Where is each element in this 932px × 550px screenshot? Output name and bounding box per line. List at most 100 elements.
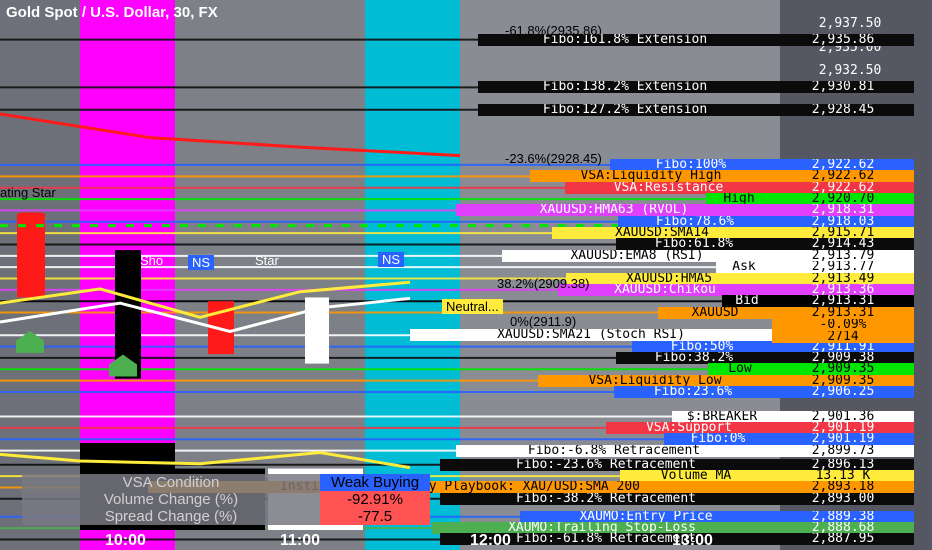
price-line-label-4: VSA:Liquidity High: [530, 170, 772, 183]
price-line-value-10: 2,914.43: [772, 238, 914, 251]
price-line-label-17: XAUUSD:SMA21 (Stoch RSI): [410, 329, 772, 342]
price-line-value-18: 2,911.91: [772, 340, 914, 353]
price-line-label-9: XAUUSD:SMA14: [552, 227, 772, 240]
price-line-label-28: Volume MA: [620, 470, 772, 483]
price-line-label-2: Fibo:127.2% Extension: [478, 103, 772, 116]
price-line-value-30: 2,893.00: [772, 492, 914, 505]
x-tick-label-3: 13:00: [672, 532, 713, 549]
price-line-value-8: 2,918.03: [772, 215, 914, 228]
price-line-label-27: Fibo:-23.6% Retracement: [440, 458, 772, 471]
price-line-label-12: Ask: [716, 261, 772, 274]
price-line-label-1: Fibo:138.2% Extension: [478, 81, 772, 94]
price-line-value-6: 2,920.70: [772, 193, 914, 206]
price-line-label-19: Fibo:38.2%: [616, 351, 772, 364]
price-line-value-12: 2,913.77: [772, 261, 914, 274]
annotation-text-7: Star: [255, 253, 279, 269]
white-ma-curve: [0, 296, 411, 334]
x-tick-label-2: 12:00: [470, 532, 511, 549]
price-line-value-15: 2,913.31: [772, 295, 914, 308]
price-line-label-0: Fibo:161.8% Extension: [478, 33, 772, 46]
price-line-value-11: 2,913.79: [772, 249, 914, 262]
price-line-value-4: 2,922.62: [772, 170, 914, 183]
price-line-value-22: 2,906.25: [772, 385, 914, 398]
price-line-label-7: XAUUSD:HMA63 (RVOL): [456, 204, 772, 217]
price-line-value-25: 2,901.19: [772, 433, 914, 446]
price-line-label-14: XAUUSD:Chikou: [558, 283, 772, 296]
price-line-value-14: 2,913.36: [772, 283, 914, 296]
annotation-text-5: Sho: [140, 253, 164, 269]
price-line-value-33: 2,887.95: [772, 533, 914, 546]
yellow-ma-curve: [0, 280, 411, 319]
price-line-label-31: XAUMO:Entry Price: [520, 510, 772, 523]
vsa-row-value-2: -77.5: [320, 508, 430, 525]
price-line-value-21: 2,909.35: [772, 374, 914, 387]
price-line-label-33: Fibo:-61.8% Retracement: [440, 533, 772, 546]
price-line-label-5: VSA:Resistance: [565, 181, 772, 194]
price-line-label-3: Fibo:100%: [610, 158, 772, 171]
price-line-label-30: Fibo:-38.2% Retracement: [440, 492, 772, 505]
annotation-text-2: 38.2%(2909.38): [497, 276, 590, 292]
price-line-value-5: 2,922.62: [772, 181, 914, 194]
signal-marker-0: [16, 330, 44, 353]
vsa-row-label-0: VSA Condition: [22, 474, 320, 491]
price-line-value-29: 2,893.18: [772, 481, 914, 494]
session-band-cyan: [365, 0, 460, 550]
annotation-text-6: NS: [188, 255, 215, 271]
price-line-label-24: VSA:Support: [606, 421, 772, 434]
price-line-label-25: Fibo:0%: [664, 433, 772, 446]
price-line-label-11: XAUUSD:EMA8 (RSI): [502, 249, 772, 262]
annotation-text-4: ating Star: [0, 185, 56, 201]
session-band-grey: [175, 0, 365, 550]
countdown-readout: 2714: [772, 330, 914, 343]
annotation-text-1: -23.6%(2928.45): [505, 151, 602, 167]
price-line-label-10: Fibo:61.8%: [616, 238, 772, 251]
annotation-text-9: Neutral...: [442, 298, 503, 314]
price-line-label-26: Fibo:-6.8% Retracement: [456, 444, 772, 457]
signal-marker-1: [109, 354, 137, 377]
price-line-value-0: 2,935.86: [772, 33, 914, 46]
price-line-value-24: 2,901.19: [772, 421, 914, 434]
vsa-row-label-2: Spread Change (%): [22, 508, 320, 525]
y-tick-label-0: 2,937.50: [818, 16, 882, 32]
price-line-label-15: Bid: [722, 295, 772, 308]
price-line-label-21: VSA:Liquidity Low: [538, 374, 772, 387]
volume-ma-curve: [0, 450, 411, 470]
candle: [17, 213, 45, 298]
sell-arrow-icon: [20, 212, 42, 223]
price-line-label-13: XAUUSD:HMA5: [566, 272, 772, 285]
price-line-label-23: $:BREAKER: [672, 410, 772, 423]
annotation-text-8: NS: [378, 251, 405, 267]
price-line-value-19: 2,909.38: [772, 351, 914, 364]
price-line-value-32: 2,888.68: [772, 522, 914, 535]
price-line-value-26: 2,899.73: [772, 444, 914, 457]
vsa-row-value-0: Weak Buying: [320, 474, 430, 491]
price-line-value-28: 13.13 K: [772, 470, 914, 483]
red-ma-curve: [0, 112, 461, 158]
annotation-text-3: 0%(2911.9): [510, 314, 577, 329]
price-line-value-3: 2,922.62: [772, 158, 914, 171]
price-line-label-18: Fibo:50%: [632, 340, 772, 353]
price-line-value-23: 2,901.36: [772, 410, 914, 423]
price-line-value-9: 2,915.71: [772, 227, 914, 240]
price-line-value-31: 2,889.38: [772, 510, 914, 523]
y-tick-label-2: 2,932.50: [818, 63, 882, 79]
price-line-value-16: 2,913.31: [772, 306, 914, 319]
vsa-row-value-1: -92.91%: [320, 491, 430, 508]
price-line-label-6: High: [706, 193, 772, 206]
price-line-label-16: XAUUSD: [658, 306, 772, 319]
price-line-value-7: 2,918.31: [772, 204, 914, 217]
annotation-text-0: -61.8%(2935.86): [505, 22, 602, 38]
price-change-readout: -0.09%: [772, 318, 914, 331]
x-tick-label-0: 10:00: [105, 532, 146, 549]
price-line-value-2: 2,928.45: [772, 103, 914, 116]
chart-title: Gold Spot / U.S. Dollar, 30, FX: [6, 4, 218, 21]
price-line-label-22: Fibo:23.6%: [614, 385, 772, 398]
x-tick-label-1: 11:00: [280, 532, 321, 549]
vsa-row-label-1: Volume Change (%): [22, 491, 320, 508]
price-line-value-1: 2,930.81: [772, 81, 914, 94]
price-line-value-20: 2,909.35: [772, 363, 914, 376]
price-line-value-27: 2,896.13: [772, 458, 914, 471]
price-line-label-20: Low: [708, 363, 772, 376]
price-line-label-8: Fibo:78.6%: [618, 215, 772, 228]
